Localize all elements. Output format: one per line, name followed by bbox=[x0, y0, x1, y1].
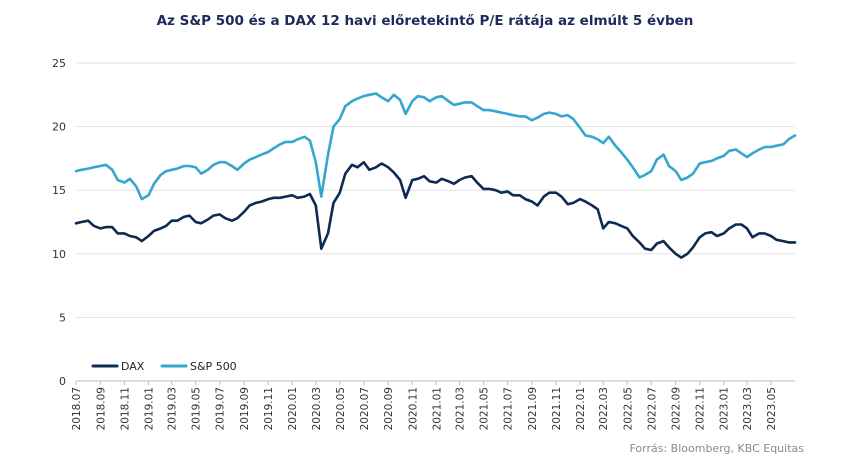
y-axis: 0 5 10 15 20 25 bbox=[52, 57, 66, 388]
x-tick-label: 2022.01 bbox=[575, 387, 587, 430]
y-tick-label: 25 bbox=[52, 57, 66, 70]
chart-title: Az S&P 500 és a DAX 12 havi előretekintő… bbox=[157, 13, 694, 29]
x-tick-label: 2019.09 bbox=[239, 387, 251, 430]
x-tick-label: 2022.05 bbox=[622, 387, 634, 430]
x-tick-label: 2021.01 bbox=[431, 387, 443, 430]
x-tick-label: 2019.03 bbox=[167, 387, 179, 430]
y-tick-label: 5 bbox=[59, 311, 66, 324]
x-tick-label: 2023.01 bbox=[719, 387, 731, 430]
x-tick-label: 2018.09 bbox=[95, 387, 107, 430]
x-tick-label: 2023.03 bbox=[742, 387, 754, 430]
legend-label-dax: DAX bbox=[121, 360, 145, 373]
x-tick-label: 2022.11 bbox=[695, 387, 707, 430]
y-tick-label: 10 bbox=[52, 248, 66, 261]
x-tick-label: 2019.11 bbox=[263, 387, 275, 430]
x-tick-label: 2020.11 bbox=[407, 387, 419, 430]
x-tick-label: 2021.11 bbox=[551, 387, 563, 430]
x-tick-label: 2021.09 bbox=[527, 387, 539, 430]
y-tick-label: 15 bbox=[52, 184, 66, 197]
x-tick-label: 2020.01 bbox=[287, 387, 299, 430]
x-tick-label: 2019.05 bbox=[191, 387, 203, 430]
y-tick-label: 0 bbox=[59, 375, 66, 388]
x-tick-label: 2021.03 bbox=[455, 387, 467, 430]
x-tick-label: 2020.05 bbox=[335, 387, 347, 430]
x-axis: 2018.07 2018.09 2018.11 2019.01 2019.03 2019.… bbox=[71, 381, 778, 430]
series-line-sp500 bbox=[74, 92, 797, 201]
grid-lines bbox=[76, 62, 795, 382]
x-tick-label: 2020.07 bbox=[359, 387, 371, 430]
y-tick-label: 20 bbox=[52, 121, 66, 134]
x-tick-label: 2018.11 bbox=[119, 387, 131, 430]
x-tick-label: 2022.09 bbox=[671, 387, 683, 430]
x-tick-label: 2022.07 bbox=[646, 387, 658, 430]
series-line-dax bbox=[74, 160, 797, 259]
x-tick-label: 2020.03 bbox=[311, 387, 323, 430]
x-tick-label: 2023.05 bbox=[766, 387, 778, 430]
source-note: Forrás: Bloomberg, KBC Equitas bbox=[629, 442, 804, 455]
series-lines bbox=[74, 92, 797, 259]
legend-label-sp500: S&P 500 bbox=[190, 360, 237, 373]
x-tick-label: 2022.03 bbox=[598, 387, 610, 430]
x-tick-label: 2021.07 bbox=[503, 387, 515, 430]
x-tick-label: 2020.09 bbox=[383, 387, 395, 430]
x-tick-label: 2019.07 bbox=[215, 387, 227, 430]
x-tick-label: 2021.05 bbox=[479, 387, 491, 430]
legend: DAX S&P 500 bbox=[91, 360, 237, 373]
x-tick-label: 2019.01 bbox=[143, 387, 155, 430]
x-tick-label: 2018.07 bbox=[71, 387, 83, 430]
